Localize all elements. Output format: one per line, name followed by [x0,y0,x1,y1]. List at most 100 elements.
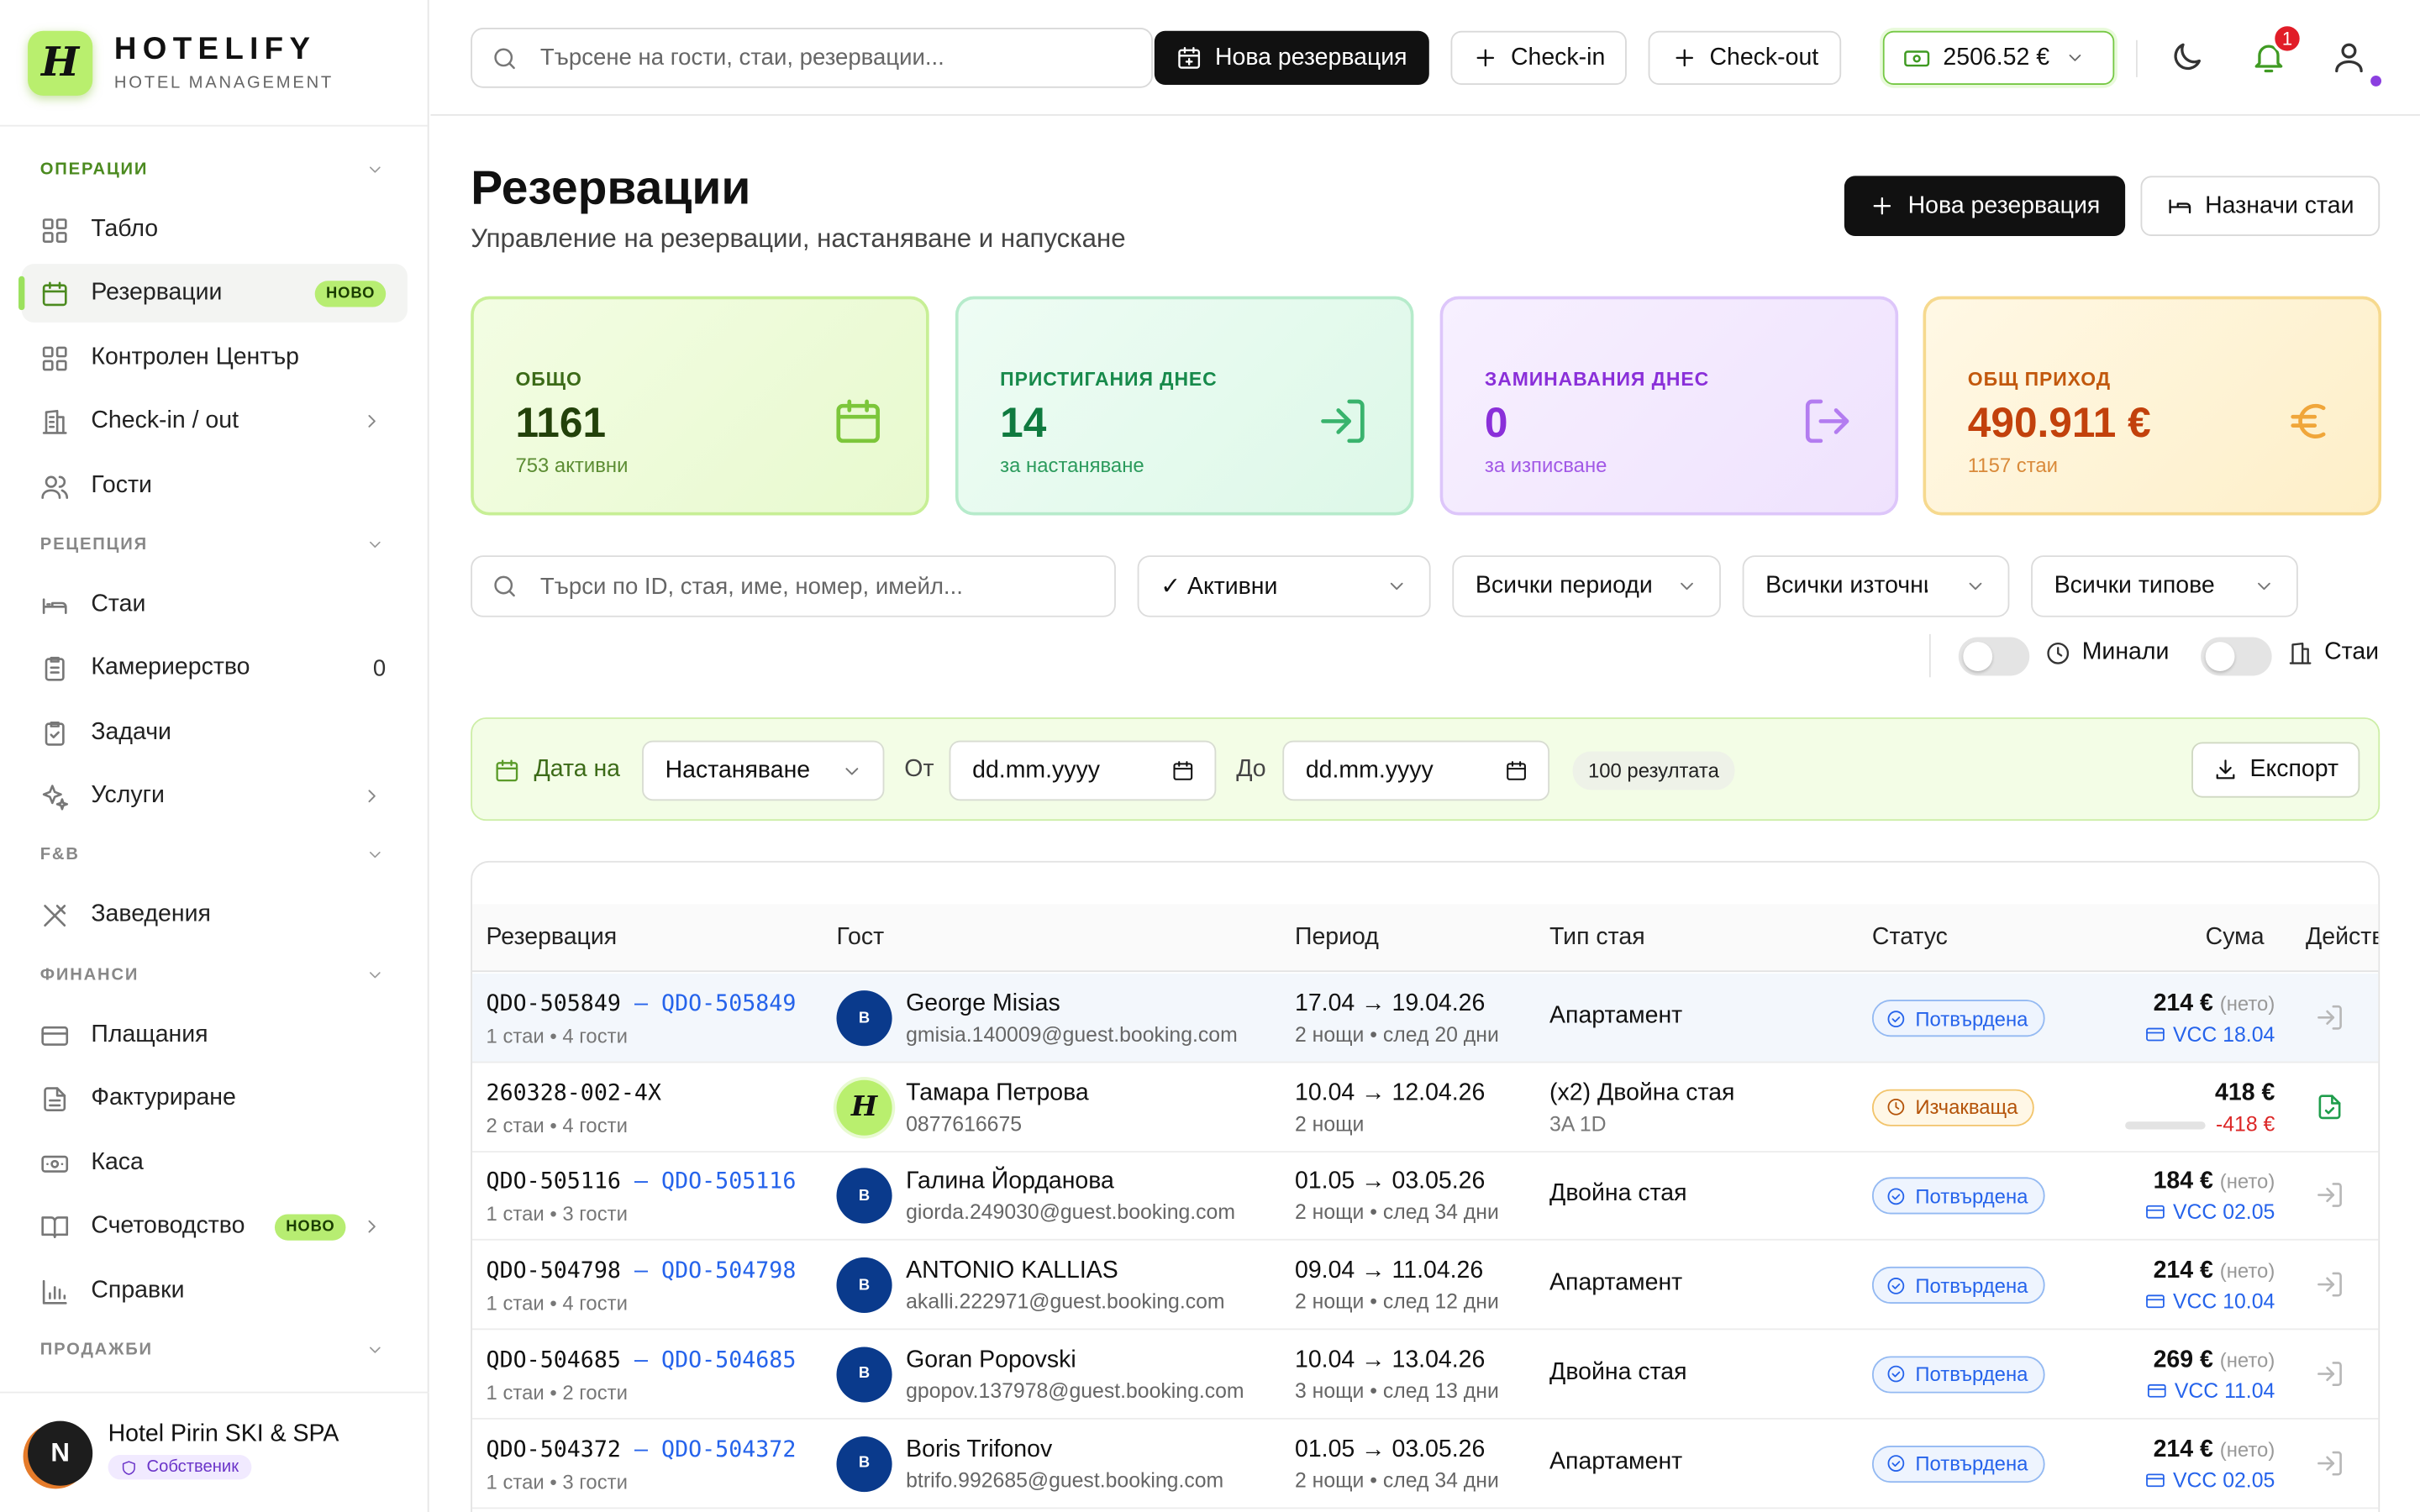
reservation-search-input[interactable] [539,573,1097,600]
new-reservation-button[interactable]: Нова резервация [1844,176,2126,237]
kpi-total[interactable]: ОБЩО 1161 753 активни [471,296,929,516]
column-header[interactable]: Тип стая [1549,924,1645,951]
sidebar-item-reservations[interactable]: Резервации НОВО [18,264,408,323]
log-in-icon[interactable] [2315,1448,2344,1478]
sidebar-item-venues[interactable]: Заведения [22,885,408,944]
sidebar-item-invoicing[interactable]: Фактуриране [22,1069,408,1128]
table-row[interactable]: QDO-504372 – QDO-504372 1 стаи • 3 гости B… [472,1419,2379,1509]
sidebar-item-control-center[interactable]: Контролен Център [22,328,408,387]
channel-link[interactable]: – QDO-505849 [634,991,797,1017]
sidebar-item-services[interactable]: Услуги [22,767,408,826]
reservation-summary: 1 стаи • 2 гости [486,1380,628,1404]
guest-name[interactable]: Тамара Петрова [906,1079,1089,1106]
guest-name[interactable]: Boris Trifonov [906,1436,1053,1462]
table-row[interactable]: QDO-504685 – QDO-504685 1 стаи • 2 гости B… [472,1330,2379,1420]
user-icon[interactable] [2330,39,2367,76]
section-sales[interactable]: ПРОДАЖБИ [40,1341,385,1359]
checkin-button[interactable]: Check-in [1450,30,1627,86]
channel-link[interactable]: – QDO-504372 [634,1436,797,1462]
rooms-toggle[interactable] [2201,637,2272,676]
reservation-id[interactable]: QDO-505116 – QDO-505116 [487,1170,797,1194]
guest-name[interactable]: George Misias [906,990,1060,1017]
guest-name[interactable]: ANTONIO KALLIAS [906,1257,1118,1284]
channel-link[interactable]: – QDO-505116 [634,1169,797,1195]
user-profile[interactable]: N Hotel Pirin SKI & SPA Собственик [0,1391,429,1512]
channel-link[interactable]: – QDO-504685 [634,1347,797,1373]
period-filter-select[interactable]: Всички периоди [1452,555,1721,617]
log-in-icon[interactable] [2315,1003,2344,1032]
table-row[interactable]: QDO-505849 – QDO-505849 1 стаи • 4 гости B… [472,973,2379,1063]
global-search-input[interactable] [539,45,1097,71]
checkout-button[interactable]: Check-out [1648,30,1842,86]
column-header[interactable]: Гост [836,924,885,951]
sidebar-item-tasks[interactable]: Задачи [22,704,408,763]
brand[interactable]: H HOTELIFY HOTEL MANAGEMENT [0,0,428,127]
sidebar-item-accounting[interactable]: Счетоводство НОВО [22,1197,408,1256]
status-badge: Потвърдена [1871,1356,2045,1394]
kpi-arrivals-today[interactable]: ПРИСТИГАНИЯ ДНЕС 14 за настаняване [955,296,1414,516]
reservation-id[interactable]: QDO-505849 – QDO-505849 [487,992,797,1016]
kpi-departures-today[interactable]: ЗАМИНАВАНИЯ ДНЕС 0 за изписване [1439,296,1899,516]
reservation-code: QDO-505849 [486,991,621,1017]
reservation-id[interactable]: QDO-504685 – QDO-504685 [487,1348,797,1373]
file-check-icon[interactable] [2315,1092,2344,1121]
column-header[interactable]: Статус [1871,924,1948,951]
new-reservation-top-button[interactable]: Нова резервация [1154,30,1429,86]
sidebar-item-dashboard[interactable]: Табло [22,201,408,260]
sidebar-item-payments[interactable]: Плащания [22,1006,408,1065]
sidebar: H HOTELIFY HOTEL MANAGEMENT ОПЕРАЦИИ Таб… [0,0,429,1512]
section-reception[interactable]: РЕЦЕПЦИЯ [40,535,385,554]
kpi-total-revenue[interactable]: ОБЩ ПРИХОД 490.911 € 1157 стаи [1923,296,2382,516]
cash-balance-dropdown[interactable]: 2506.52 € [1882,30,2115,86]
section-fnb[interactable]: F&B [40,846,385,864]
chevron-down-icon [2254,575,2275,597]
sidebar-item-reports[interactable]: Справки [22,1262,408,1320]
section-label: F&B [39,845,80,864]
plus-icon [1870,193,1896,219]
assign-rooms-button[interactable]: Назначи стаи [2140,176,2381,237]
reservation-id[interactable]: QDO-504372 – QDO-504372 [487,1437,797,1462]
status-filter-select[interactable]: ✓ Активни [1137,555,1431,617]
column-header[interactable]: Резервация [486,924,618,951]
section-operations[interactable]: ОПЕРАЦИИ [40,160,385,179]
chevron-right-icon [361,1215,383,1237]
reservation-id[interactable]: 260328-002-4X [487,1081,661,1105]
source-filter-select[interactable]: Всички източници [1742,555,2010,617]
guest-name[interactable]: Галина Йорданова [906,1168,1114,1195]
reservation-id[interactable]: QDO-504798 – QDO-504798 [487,1259,797,1284]
plus-icon [1671,45,1697,71]
log-in-icon[interactable] [2315,1270,2344,1299]
guest-name[interactable]: Goran Popovski [906,1347,1076,1373]
column-header[interactable]: Действия [2306,924,2378,951]
sidebar-item-cashbox[interactable]: Каса [22,1134,408,1193]
sidebar-item-rooms[interactable]: Стаи [22,575,408,634]
sidebar-item-housekeeping[interactable]: Камериерство 0 [22,638,408,697]
log-in-icon[interactable] [2315,1359,2344,1389]
to-date-input[interactable]: dd.mm.yyyy [1282,740,1550,801]
section-label: ОПЕРАЦИИ [39,160,149,180]
amount-net-label: (нето) [2219,1258,2275,1283]
bell-icon[interactable] [2250,39,2287,76]
reservation-search[interactable] [471,555,1116,617]
past-toggle[interactable] [1958,637,2030,676]
check-circle-icon [1886,1453,1906,1473]
table-row[interactable]: QDO-505116 – QDO-505116 1 стаи • 3 гости B… [472,1152,2379,1242]
channel-link[interactable]: – QDO-504798 [634,1258,797,1284]
moon-icon[interactable] [2169,39,2206,76]
from-date-input[interactable]: dd.mm.yyyy [949,740,1217,801]
type-filter-select[interactable]: Всички типове [2031,555,2298,617]
sidebar-item-label: Плащания [91,1021,208,1048]
section-finance[interactable]: ФИНАНСИ [40,966,385,984]
sidebar-item-checkin-out[interactable]: Check-in / out [22,392,408,451]
global-search[interactable] [471,28,1154,88]
sidebar-item-guests[interactable]: Гости [22,457,408,516]
export-button[interactable]: Експорт [2191,742,2360,798]
amount: 269 € (нето) [2154,1347,2275,1374]
log-in-icon[interactable] [2315,1181,2344,1210]
table-row[interactable]: QDO-504798 – QDO-504798 1 стаи • 4 гости B… [472,1241,2379,1331]
column-header[interactable]: Сума [2205,924,2265,951]
calendar-icon [494,757,520,783]
column-header[interactable]: Период [1294,924,1379,951]
table-row[interactable]: 260328-002-4X 2 стаи • 4 гости H Тамара Пе… [472,1063,2379,1152]
date-type-select[interactable]: Настаняване [642,740,885,801]
